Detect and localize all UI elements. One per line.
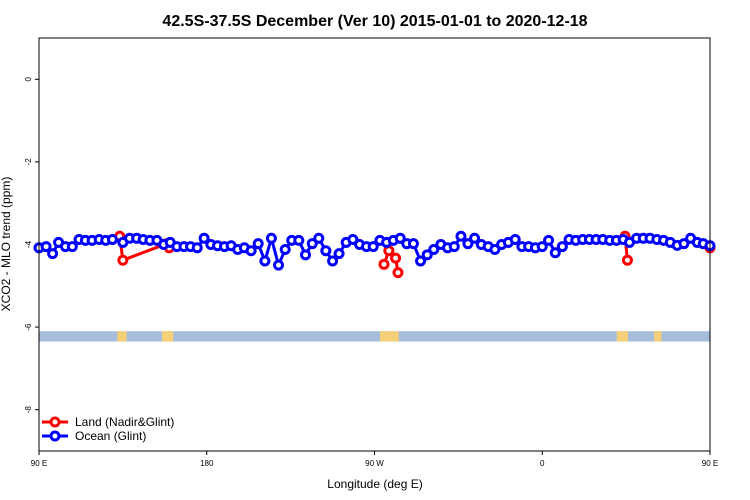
ocean-series-point	[300, 249, 312, 261]
land-band-segment	[654, 331, 662, 342]
ocean-series-point	[455, 230, 467, 242]
ocean-series-point	[313, 232, 325, 244]
ocean-series-point	[462, 238, 474, 250]
ocean-series-point	[448, 241, 460, 253]
ocean-series-point	[40, 241, 52, 253]
legend-label: Land (Nadir&Glint)	[75, 415, 174, 429]
ocean-series-point	[293, 234, 305, 246]
land-series-point	[378, 258, 390, 270]
ocean-series-point	[549, 247, 561, 259]
ocean-series-point	[320, 245, 332, 257]
ocean-series-point	[347, 234, 359, 246]
x-axis: 90 E 180 90 W 0 90 E	[31, 451, 718, 468]
legend-marker	[49, 416, 61, 428]
land-series-point	[621, 254, 633, 266]
legend-marker	[49, 430, 61, 442]
x-tick-label: 90 W	[365, 459, 384, 468]
land-series-point	[392, 267, 404, 279]
ocean-series-point	[252, 238, 264, 250]
ocean-series-point	[245, 245, 257, 257]
ocean-series-point	[265, 232, 277, 244]
ocean-series-point	[327, 255, 339, 267]
x-tick-label: 0	[540, 459, 545, 468]
land-series-point	[117, 254, 129, 266]
ocean-series-point	[421, 249, 433, 261]
plot-frame	[38, 37, 711, 452]
ocean-series-point	[428, 243, 440, 255]
surface-type-band	[39, 331, 710, 342]
ocean-series-point	[47, 248, 59, 260]
ocean-series-point	[191, 242, 203, 254]
ocean-series-point	[198, 232, 210, 244]
ocean-band	[39, 331, 710, 342]
y-tick-label: -2	[24, 158, 33, 166]
ocean-series-point	[407, 238, 419, 250]
ocean-series-point	[367, 241, 379, 253]
y-axis-label: XCO2 - MLO trend (ppm)	[0, 177, 13, 312]
chart-title: 42.5S-37.5S December (Ver 10) 2015-01-01…	[162, 13, 587, 30]
legend: Land (Nadir&Glint)Ocean (Glint)	[42, 415, 174, 443]
ocean-series-point	[489, 243, 501, 255]
ocean-series-point	[106, 234, 118, 246]
ocean-series-point	[306, 238, 318, 250]
ocean-series-point	[469, 232, 481, 244]
ocean-series-point	[556, 241, 568, 253]
x-tick-label: 180	[200, 459, 214, 468]
ocean-series-point	[394, 232, 406, 244]
x-tick-label: 90 E	[31, 459, 47, 468]
ocean-series-point	[543, 234, 555, 246]
land-band-segment	[162, 331, 174, 342]
ocean-series-point	[678, 238, 690, 250]
y-tick-label: -4	[24, 240, 33, 248]
ocean-series-point	[279, 243, 291, 255]
ocean-series-point	[273, 259, 285, 271]
series-layer	[33, 230, 716, 279]
y-tick-label: -8	[24, 406, 33, 414]
land-band-segment	[380, 331, 399, 342]
ocean-series-point	[66, 241, 78, 253]
ocean-series-point	[415, 255, 427, 267]
land-band-segment	[616, 331, 628, 342]
x-tick-label: 90 E	[702, 459, 718, 468]
ocean-series-point	[259, 255, 271, 267]
land-series-point	[390, 252, 402, 264]
legend-label: Ocean (Glint)	[75, 429, 146, 443]
x-axis-label: Longitude (deg E)	[327, 477, 422, 491]
ocean-series-point	[509, 234, 521, 246]
land-band-segment	[117, 331, 127, 342]
y-tick-label: -6	[24, 323, 33, 331]
y-tick-label: 0	[24, 77, 33, 82]
ocean-series-point	[536, 241, 548, 253]
ocean-series-point	[333, 248, 345, 260]
y-axis: 0 -2 -4 -6 -8	[24, 77, 39, 414]
